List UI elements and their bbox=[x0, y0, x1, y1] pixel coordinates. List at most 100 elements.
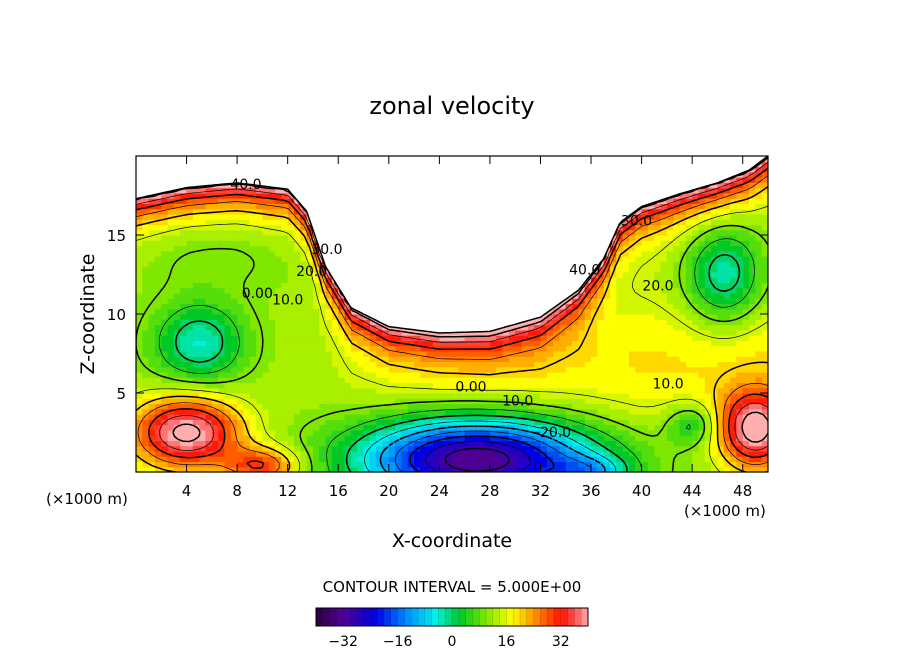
field-cell bbox=[275, 382, 282, 389]
field-cell bbox=[243, 213, 251, 220]
field-cell bbox=[287, 203, 295, 210]
field-cell bbox=[173, 282, 181, 289]
field-cell bbox=[540, 361, 548, 368]
field-cell bbox=[395, 393, 403, 399]
field-cell bbox=[136, 298, 143, 305]
field-cell bbox=[142, 335, 150, 341]
field-cell bbox=[382, 387, 390, 394]
field-cell bbox=[154, 424, 162, 431]
field-cell bbox=[243, 445, 251, 452]
field-cell bbox=[142, 203, 150, 210]
field-cell bbox=[205, 445, 213, 452]
field-cell bbox=[306, 366, 314, 373]
field-cell bbox=[281, 366, 289, 373]
field-cell bbox=[660, 387, 668, 394]
field-cell bbox=[382, 456, 390, 463]
field-cell bbox=[464, 429, 472, 436]
field-cell bbox=[136, 261, 143, 268]
field-cell bbox=[445, 445, 453, 452]
field-cell bbox=[262, 408, 270, 415]
field-cell bbox=[470, 371, 478, 378]
field-cell bbox=[180, 271, 188, 278]
field-cell bbox=[154, 219, 162, 226]
field-cell bbox=[161, 340, 169, 347]
field-cell bbox=[578, 435, 586, 441]
field-cell bbox=[502, 408, 510, 415]
field-cell bbox=[325, 450, 333, 457]
field-cell bbox=[224, 340, 232, 347]
field-cell bbox=[243, 361, 251, 368]
field-cell bbox=[186, 192, 194, 199]
field-cell bbox=[230, 271, 238, 278]
field-cell bbox=[616, 287, 624, 294]
field-cell bbox=[136, 387, 143, 394]
field-cell bbox=[622, 303, 630, 310]
field-cell bbox=[470, 393, 478, 399]
field-cell bbox=[622, 266, 630, 273]
field-cell bbox=[635, 271, 643, 278]
field-cell bbox=[319, 382, 327, 389]
field-cell bbox=[161, 224, 169, 231]
field-cell bbox=[154, 250, 162, 257]
field-cell bbox=[628, 440, 636, 447]
field-cell bbox=[407, 440, 415, 447]
field-cell bbox=[616, 256, 624, 262]
field-cell bbox=[192, 445, 200, 452]
field-cell bbox=[287, 229, 295, 236]
field-cell bbox=[407, 361, 415, 368]
field-cell bbox=[584, 456, 592, 463]
field-cell bbox=[610, 277, 617, 283]
field-cell bbox=[477, 340, 485, 347]
field-cell bbox=[237, 266, 245, 273]
field-cell bbox=[249, 224, 257, 231]
field-cell bbox=[287, 192, 295, 199]
field-cell bbox=[388, 345, 396, 352]
field-cell bbox=[483, 366, 491, 373]
field-cell bbox=[173, 445, 181, 452]
field-cell bbox=[161, 256, 169, 262]
field-cell bbox=[243, 393, 251, 399]
field-cell bbox=[559, 461, 567, 468]
field-cell bbox=[154, 271, 162, 278]
field-cell bbox=[546, 414, 554, 420]
field-cell bbox=[534, 403, 542, 410]
field-cell bbox=[565, 356, 573, 362]
field-cell bbox=[338, 456, 346, 463]
field-cell bbox=[578, 345, 586, 352]
field-cell bbox=[262, 292, 270, 299]
field-cell bbox=[388, 403, 396, 410]
field-cell bbox=[445, 366, 453, 373]
field-cell bbox=[559, 340, 567, 347]
field-cell bbox=[281, 261, 289, 268]
field-cell bbox=[287, 240, 295, 247]
field-cell bbox=[641, 414, 649, 420]
field-cell bbox=[591, 398, 598, 405]
field-cell bbox=[496, 456, 504, 463]
field-cell bbox=[294, 466, 301, 472]
field-cell bbox=[616, 445, 624, 452]
field-cell bbox=[218, 414, 226, 420]
field-cell bbox=[237, 366, 245, 373]
field-cell bbox=[452, 403, 459, 410]
field-cell bbox=[167, 192, 175, 199]
field-cell bbox=[294, 450, 301, 457]
field-cell bbox=[136, 398, 143, 405]
field-cell bbox=[230, 229, 238, 236]
field-cell bbox=[610, 382, 617, 389]
field-cell bbox=[224, 345, 232, 352]
field-cell bbox=[382, 350, 390, 357]
field-cell bbox=[281, 377, 289, 384]
field-cell bbox=[420, 350, 428, 357]
field-cell bbox=[584, 335, 592, 341]
field-cell bbox=[275, 335, 282, 341]
field-cell bbox=[148, 340, 156, 347]
field-cell bbox=[584, 329, 592, 336]
field-cell bbox=[186, 335, 194, 341]
field-cell bbox=[420, 440, 428, 447]
field-cell bbox=[603, 419, 611, 426]
field-cell bbox=[256, 361, 263, 368]
field-cell bbox=[407, 398, 415, 405]
field-cell bbox=[268, 187, 276, 194]
field-cell bbox=[300, 266, 308, 273]
field-cell bbox=[325, 461, 333, 468]
